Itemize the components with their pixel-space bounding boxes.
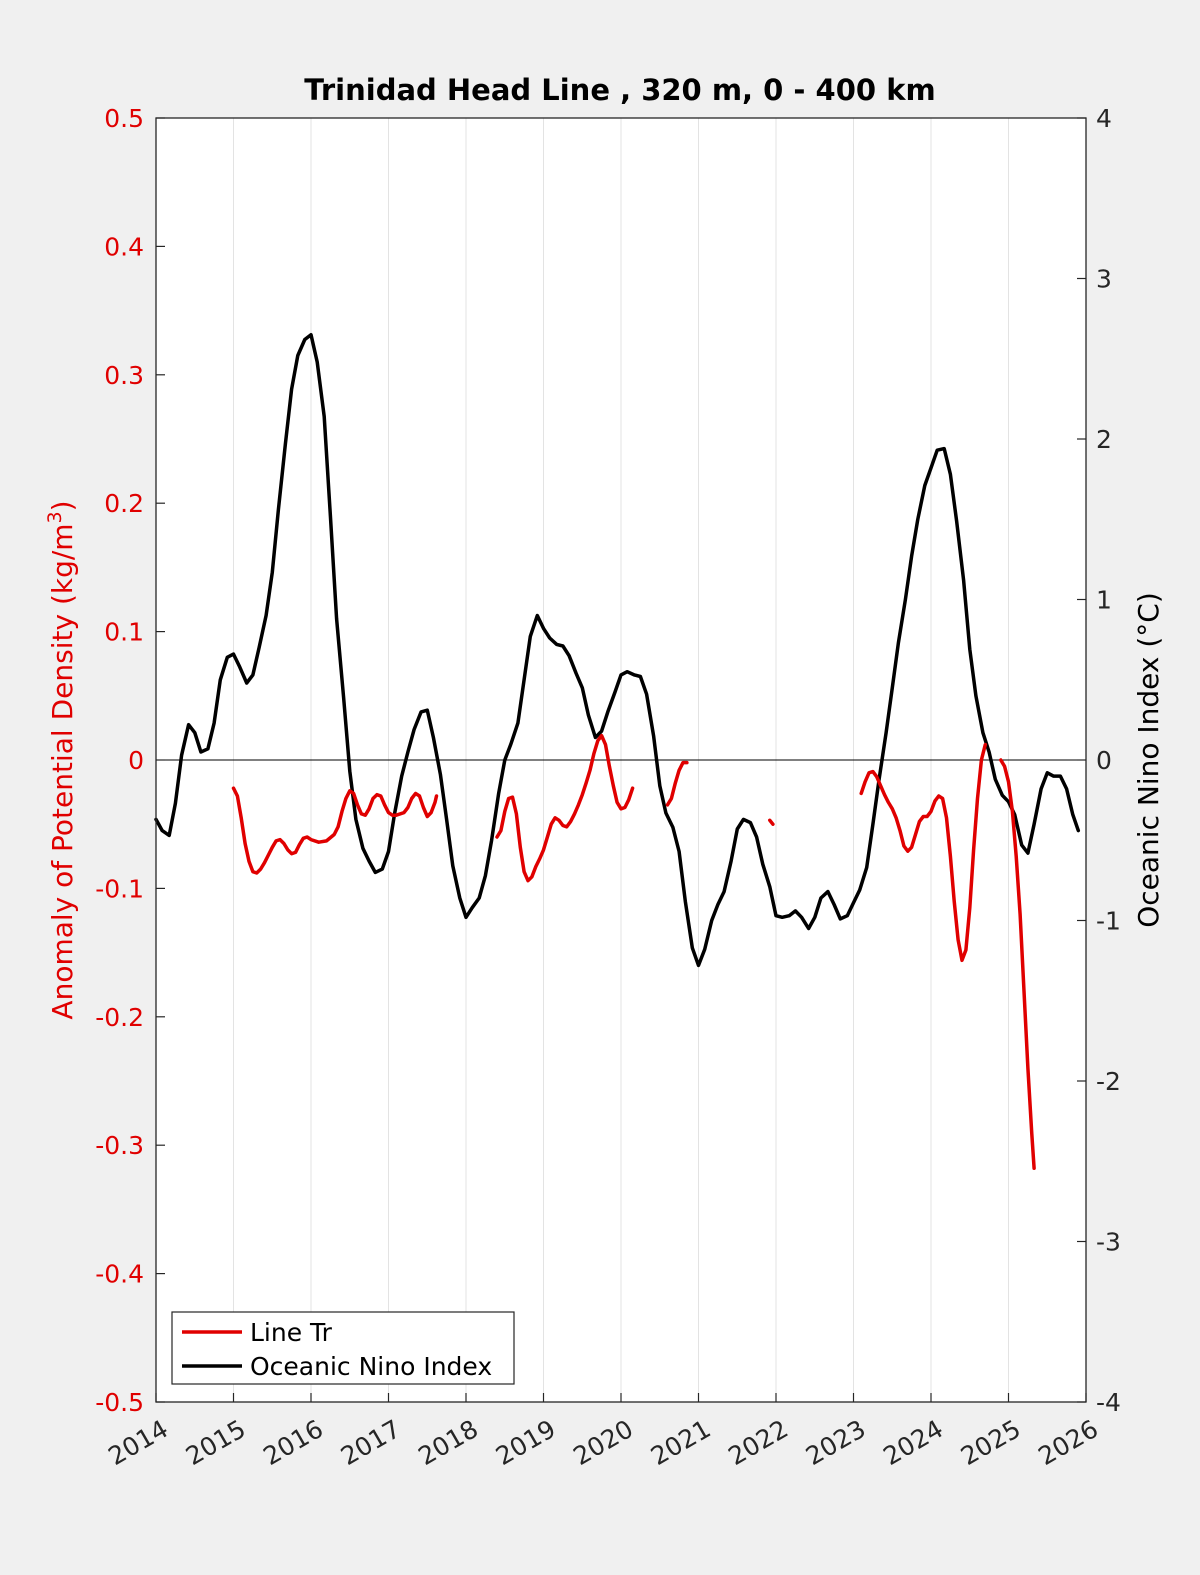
- line-tr-series-segment: [999, 758, 1036, 1171]
- left-axis-ticks: 0.5 0.4 0.3 0.2 0.1 0 -0.1 -0.2 -0.3 -0.4 -0.5: [95, 104, 165, 1417]
- right-axis-label: Oceanic Nino Index (°C): [1132, 592, 1165, 928]
- oni-series-segment: [154, 332, 1081, 968]
- left-tick-label: -0.4: [95, 1260, 144, 1289]
- chart-title: Trinidad Head Line , 320 m, 0 - 400 km: [304, 73, 935, 107]
- left-tick-label: 0.5: [104, 104, 144, 133]
- left-tick-label: 0.4: [104, 232, 144, 261]
- right-axis-ticks: 4 3 2 1 0 -1 -2 -3 -4: [1077, 104, 1121, 1417]
- left-tick-label: -0.2: [95, 1003, 144, 1032]
- right-tick-label: 3: [1096, 265, 1112, 294]
- right-tick-label: -2: [1096, 1067, 1121, 1096]
- right-tick-label: -3: [1096, 1228, 1121, 1257]
- left-tick-label: -0.3: [95, 1131, 144, 1160]
- legend-box: [171, 1311, 515, 1385]
- left-tick-label: -0.1: [95, 874, 144, 903]
- line-tr-series-segment: [495, 733, 635, 883]
- line-tr-series-segment: [231, 786, 439, 875]
- right-tick-label: -4: [1096, 1388, 1121, 1417]
- line-tr-series-segment: [665, 760, 689, 807]
- right-tick-label: 2: [1096, 425, 1112, 454]
- legend-label-line-tr: Line Tr: [250, 1318, 333, 1347]
- legend-label-oni: Oceanic Nino Index: [250, 1352, 492, 1381]
- left-tick-label: -0.5: [95, 1388, 144, 1417]
- left-tick-label: 0: [128, 746, 144, 775]
- right-tick-label: 4: [1096, 104, 1112, 133]
- left-tick-label: 0.2: [104, 489, 144, 518]
- right-tick-label: 1: [1096, 586, 1112, 615]
- left-tick-label: 0.1: [104, 618, 144, 647]
- series-group: [154, 332, 1081, 1171]
- left-axis-label: Anomaly of Potential Density (kg/m3): [44, 500, 79, 1019]
- left-tick-label: 0.3: [104, 361, 144, 390]
- line-tr-series-segment: [859, 742, 988, 963]
- legend: Line Tr Oceanic Nino Index: [171, 1311, 515, 1385]
- line-tr-series-segment: [768, 818, 775, 826]
- right-tick-label: 0: [1096, 746, 1112, 775]
- right-tick-label: -1: [1096, 907, 1121, 936]
